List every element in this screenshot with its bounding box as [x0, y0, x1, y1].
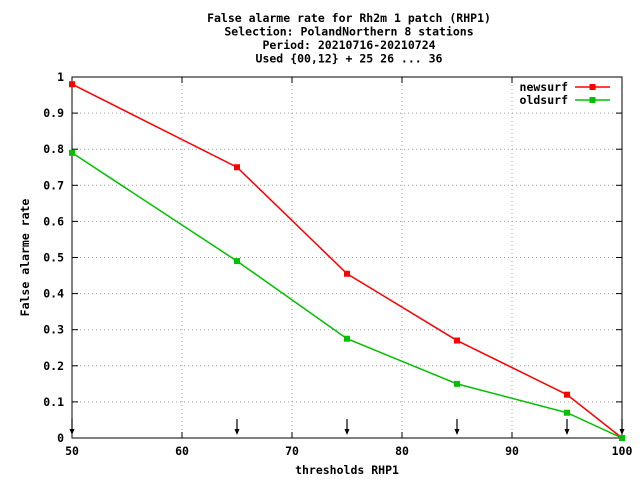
y-axis: 0 0.1 0.2 0.3 0.4 0.5 0.6 0.7 0.8 0.9 1	[43, 70, 622, 445]
legend-marker	[589, 84, 596, 90]
y-tick-label: 0.9	[43, 106, 64, 120]
legend-marker	[589, 97, 596, 103]
threshold-marker-arrow	[454, 429, 460, 435]
y-tick-label: 1	[57, 70, 64, 84]
legend-label: oldsurf	[520, 93, 569, 107]
y-tick-label: 0.4	[43, 287, 64, 301]
data-point-newsurf	[564, 391, 570, 398]
x-tick-label: 80	[395, 444, 409, 458]
threshold-markers	[69, 419, 625, 435]
threshold-marker-arrow	[564, 429, 570, 435]
data-point-newsurf	[344, 270, 350, 277]
data-point-oldsurf	[344, 335, 350, 342]
data-point-newsurf	[69, 81, 75, 88]
threshold-marker-arrow	[69, 429, 75, 435]
x-axis-label: thresholds RHP1	[295, 463, 399, 477]
y-tick-label: 0.6	[43, 214, 64, 228]
legend-label: newsurf	[520, 80, 569, 94]
chart-title: False alarme rate for Rh2m 1 patch (RHP1…	[207, 11, 491, 66]
data-point-oldsurf	[69, 149, 75, 156]
y-tick-label: 0.8	[43, 142, 64, 156]
y-tick-label: 0.1	[43, 395, 64, 409]
y-tick-label: 0.3	[43, 323, 64, 337]
y-tick-label: 0.5	[43, 251, 64, 265]
data-point-oldsurf	[619, 435, 625, 441]
threshold-marker-arrow	[619, 429, 625, 435]
plot-frame	[71, 76, 623, 439]
data-point-oldsurf	[234, 258, 240, 265]
data-point-oldsurf	[454, 380, 460, 387]
title-line: Selection: PolandNorthern 8 stations	[224, 25, 473, 39]
series	[69, 81, 625, 441]
title-line: Used {00,12} + 25 26 ... 36	[256, 52, 443, 66]
data-point-newsurf	[454, 337, 460, 344]
threshold-marker-arrow	[344, 429, 350, 435]
data-point-newsurf	[234, 164, 240, 171]
y-axis-label: False alarme rate	[18, 199, 32, 317]
series-line-newsurf	[71, 83, 623, 439]
title-line: Period: 20210716-20210724	[262, 38, 435, 52]
x-tick-label: 100	[612, 444, 633, 458]
y-tick-label: 0	[57, 431, 64, 445]
x-axis: 50 60 70 80 90 100	[65, 77, 632, 458]
series-line-oldsurf	[71, 152, 623, 439]
y-tick-label: 0.7	[43, 178, 64, 192]
y-tick-label: 0.2	[43, 359, 64, 373]
data-point-oldsurf	[564, 409, 570, 416]
x-tick-label: 50	[65, 444, 79, 458]
title-line: False alarme rate for Rh2m 1 patch (RHP1…	[207, 11, 491, 25]
x-tick-label: 70	[285, 444, 299, 458]
x-tick-label: 60	[175, 444, 189, 458]
threshold-marker-arrow	[234, 429, 240, 435]
grid	[72, 77, 622, 438]
x-tick-label: 90	[505, 444, 519, 458]
